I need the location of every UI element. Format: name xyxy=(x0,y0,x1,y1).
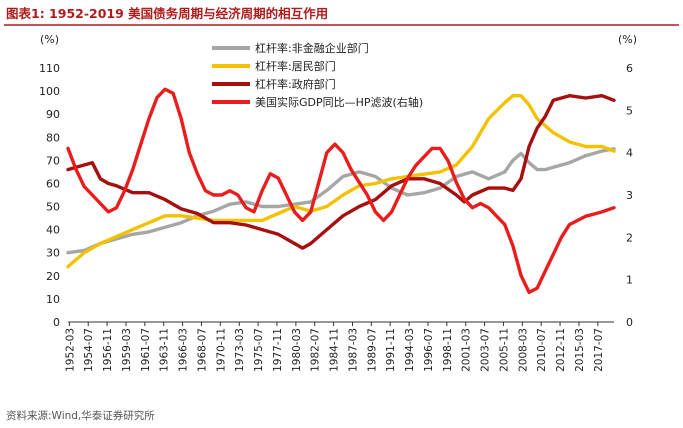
x-tick-label: 1966-03 xyxy=(178,328,190,372)
x-axis-ticks: 1952-03 1954-07 1956-11 1959-03 1961-07 1963-… xyxy=(64,322,605,372)
left-tick-label: 20 xyxy=(46,270,60,283)
x-tick-label: 1980-03 xyxy=(291,328,303,372)
x-tick-label: 1963-11 xyxy=(159,328,171,372)
legend-label-1: 杠杆率:非金融企业部门 xyxy=(255,41,369,55)
x-tick-label: 1982-07 xyxy=(310,328,322,372)
right-tick-label: 0 xyxy=(626,316,633,329)
left-tick-label: 70 xyxy=(46,154,60,167)
right-tick-label: 6 xyxy=(626,62,633,75)
x-tick-label: 1959-03 xyxy=(121,328,133,372)
x-tick-label: 2012-11 xyxy=(555,328,567,372)
left-tick-label: 30 xyxy=(46,247,60,260)
x-tick-label: 1989-07 xyxy=(366,328,378,372)
source-note: 资料来源:Wind,华泰证券研究所 xyxy=(6,409,155,422)
series-layer xyxy=(66,87,616,295)
legend-label-3: 杠杆率:政府部门 xyxy=(255,77,336,91)
right-axis-ticks: 0 1 2 3 4 5 6 xyxy=(626,62,633,329)
x-tick-label: 2017-07 xyxy=(593,328,605,372)
x-tick-label: 1977-11 xyxy=(272,328,284,372)
left-tick-label: 10 xyxy=(46,293,60,306)
x-tick-label: 1994-03 xyxy=(404,328,416,372)
left-tick-label: 100 xyxy=(39,85,60,98)
legend-label-2: 杠杆率:居民部门 xyxy=(255,59,336,73)
x-tick-label: 1984-11 xyxy=(329,328,341,372)
left-axis-ticks: 0 10 20 30 40 50 60 70 80 90 100 110 xyxy=(39,62,60,329)
left-tick-label: 80 xyxy=(46,131,60,144)
series-line-4 xyxy=(66,87,616,295)
x-tick-label: 1996-07 xyxy=(423,328,435,372)
right-axis-unit: (%) xyxy=(618,33,637,46)
left-tick-label: 90 xyxy=(46,108,60,121)
left-tick-label: 0 xyxy=(53,316,60,329)
x-tick-label: 2001-03 xyxy=(461,328,473,372)
x-tick-label: 1998-11 xyxy=(442,328,454,372)
left-tick-label: 110 xyxy=(39,62,60,75)
x-tick-label: 2015-03 xyxy=(574,328,586,372)
x-tick-label: 2010-07 xyxy=(536,328,548,372)
left-tick-label: 60 xyxy=(46,177,60,190)
right-tick-label: 1 xyxy=(626,274,633,287)
left-axis-unit: (%) xyxy=(40,33,59,46)
right-tick-label: 2 xyxy=(626,231,633,244)
x-tick-label: 1961-07 xyxy=(140,328,152,372)
right-tick-label: 5 xyxy=(626,104,633,117)
x-tick-label: 1973-03 xyxy=(234,328,246,372)
x-tick-label: 1968-07 xyxy=(196,328,208,372)
left-tick-label: 50 xyxy=(46,201,60,214)
x-tick-label: 1991-11 xyxy=(385,328,397,372)
x-tick-label: 1975-07 xyxy=(253,328,265,372)
series-line-1 xyxy=(66,147,616,255)
right-tick-label: 4 xyxy=(626,147,633,160)
series-line-2 xyxy=(66,93,616,269)
left-tick-label: 40 xyxy=(46,224,60,237)
legend-label-4: 美国实际GDP同比—HP滤波(右轴) xyxy=(255,95,423,109)
x-tick-label: 1956-11 xyxy=(102,328,114,372)
x-tick-label: 1952-03 xyxy=(64,328,76,372)
chart-title: 图表1: 1952-2019 美国债务周期与经济周期的相互作用 xyxy=(6,6,328,21)
series-line-3 xyxy=(66,93,616,250)
x-tick-label: 2008-03 xyxy=(517,328,529,372)
x-tick-label: 2003-07 xyxy=(480,328,492,372)
right-tick-label: 3 xyxy=(626,189,633,202)
x-tick-label: 1987-03 xyxy=(347,328,359,372)
legend: 杠杆率:非金融企业部门杠杆率:居民部门杠杆率:政府部门美国实际GDP同比—HP滤… xyxy=(212,41,423,109)
x-tick-label: 1970-11 xyxy=(215,328,227,372)
x-tick-label: 2005-11 xyxy=(498,328,510,372)
x-tick-label: 1954-07 xyxy=(83,328,95,372)
